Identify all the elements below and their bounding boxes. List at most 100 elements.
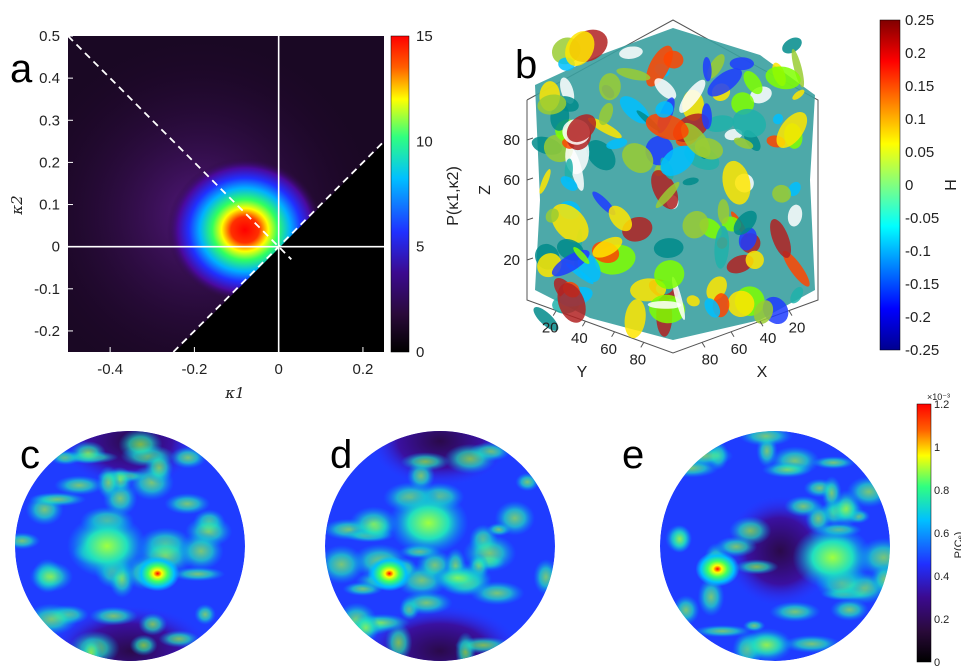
panel-e-colorbar-tick-label: 0	[934, 657, 940, 667]
panel-b-surface-patch	[599, 73, 621, 101]
panel-b-colorbar-tick-label: -0.05	[905, 210, 939, 227]
panel-a-guide-pos-diagonal	[172, 140, 385, 353]
panel-b-surface-patch	[679, 79, 706, 113]
panel-disk-warm-patch	[118, 431, 163, 460]
panel-e-letter: e	[622, 433, 644, 477]
panel-a-colorbar-tick-label: 10	[416, 133, 433, 150]
panel-disk-warm-patch	[697, 577, 725, 617]
panel-b-xtick	[701, 342, 706, 348]
panel-b-surface-patch	[537, 94, 567, 115]
panel-disk-hotspot	[135, 556, 180, 592]
panel-a-colorbar-tick-label: 0	[416, 344, 424, 361]
panel-b-box-outline	[526, 19, 819, 354]
panel-a-ytick-label: 0	[52, 239, 60, 256]
panel-b-surface-patch	[655, 181, 680, 209]
panel-e-colorbar-tick-label: 0.8	[934, 485, 949, 497]
panel-a-xtick-label: 0.2	[353, 361, 374, 378]
panel-b-surface-patch	[545, 208, 559, 223]
panel-b-surface-patch	[557, 283, 586, 323]
panel-disk-warm-patch	[738, 431, 793, 447]
panel-disk-warm-patch	[811, 456, 856, 470]
panel-b-surface-patch	[765, 66, 801, 90]
panel-a-ylabel: κ2	[8, 195, 26, 215]
panel-e-colorbar-tick-label: 0.6	[934, 528, 949, 540]
panel-disk-warm-patch	[469, 581, 525, 606]
panel-b-surface-patch	[682, 177, 699, 186]
panel-disk-warm-patch	[89, 606, 138, 626]
panel-disk-warm-patch	[138, 612, 168, 636]
panel-c-letter: c	[20, 433, 40, 477]
panel-b-surface-patch	[717, 199, 730, 225]
panel-b-colorbar-tick-label: 0.05	[905, 144, 934, 161]
panel-b-surface-patch	[671, 276, 686, 320]
panel-b-surface-patch	[772, 184, 792, 203]
panel-b-surface-patch	[686, 295, 700, 307]
panel-disk-warm-patch	[769, 601, 821, 622]
panel-b-surface-patch	[732, 108, 767, 138]
panel-b-colorbar-tick-label: 0	[905, 177, 913, 194]
panel-disk-warm-patch	[400, 591, 453, 615]
panel-b-colorbar-tick-label: -0.25	[905, 342, 939, 359]
panel-d-orientation-map	[325, 431, 555, 661]
panel-disk-warm-patch	[351, 613, 380, 643]
panel-disk-warm-patch	[54, 475, 105, 496]
panel-b-colorbar-tick-label: 0.25	[905, 12, 934, 29]
panel-b-surface-patch	[714, 225, 730, 269]
panel-b-surface-patch	[588, 117, 622, 139]
panel-a-letter: a	[10, 47, 33, 91]
panel-b-surface-patch	[733, 210, 757, 236]
panel-b-surface-patch	[592, 236, 623, 258]
panel-b-surface-patch	[770, 218, 792, 258]
panel-b-surface-patch	[727, 290, 755, 317]
panel-b-surface-patch	[564, 158, 573, 183]
panel-b-surface-patch	[733, 137, 754, 149]
panel-b-surface-patch	[645, 113, 689, 141]
panel-b-ztick	[526, 217, 534, 221]
panel-b-xtick-label: 80	[702, 351, 719, 368]
panel-a-guides	[67, 35, 385, 353]
panel-b-ztick	[526, 177, 534, 181]
panel-b-surface-patch	[788, 181, 801, 197]
panel-b-colorbar-tick-label: -0.2	[905, 309, 931, 326]
panel-a-xlabel: κ1	[224, 384, 244, 402]
panel-e-colorbar-label: P(Cₑ)	[953, 532, 961, 559]
panel-disk-warm-patch	[170, 566, 226, 582]
panel-b-surface-patch	[619, 46, 643, 59]
panel-b-zlabel: Z	[477, 185, 494, 195]
panel-b-ytick-label: 20	[542, 320, 559, 337]
panel-b-colorbar-tick-label: -0.1	[905, 243, 931, 260]
panel-a-colorbar-tick-label: 5	[416, 239, 424, 256]
panel-b-surface-patch	[722, 160, 751, 205]
panel-b-ztick	[526, 137, 534, 141]
panel-b-ytick-label: 40	[571, 330, 588, 347]
panel-b-surface-patch	[624, 299, 646, 339]
panel-disk-warm-patch	[784, 495, 823, 517]
panel-b-surface-patch	[782, 250, 810, 287]
panel-b-surface-patch	[772, 113, 784, 125]
panel-disk-cold-spot	[50, 606, 210, 661]
panel-b-surface-patch	[743, 71, 763, 95]
panel-b-surface-patch	[753, 300, 774, 324]
panel-b-xtick	[788, 310, 793, 316]
panel-a-masked-region	[175, 143, 384, 352]
panel-b-ylabel: Y	[577, 364, 588, 381]
panel-b-xlabel: X	[757, 364, 768, 381]
panel-a-ytick-label: 0.2	[39, 154, 60, 171]
panel-b-letter: b	[515, 43, 537, 87]
panel-e-colorbar-tick-label: 1.2	[934, 399, 949, 411]
panel-disk-warm-patch	[672, 595, 700, 626]
panel-b-surface-patch	[704, 298, 721, 318]
panel-disk-hotspot	[792, 525, 873, 590]
panel-b-colorbar-tick-label: -0.15	[905, 276, 939, 293]
panel-disk-warm-patch	[761, 461, 813, 478]
panel-b-surface-patch	[660, 145, 695, 176]
panel-b-ytick-label: 60	[600, 341, 617, 358]
panel-a-axes: -0.4 -0.2 0 0.2 -0.2 -0.1 0 0.1 0.2 0.3 0.4 0.5 κ1 κ2	[8, 28, 373, 402]
panel-b-xtick-label: 60	[731, 341, 748, 358]
panel-disk-warm-patch	[158, 630, 200, 648]
panel-b-surface-patch	[653, 238, 684, 258]
panel-disk-warm-patch	[782, 634, 841, 653]
panel-e-orientation-map	[660, 431, 890, 661]
panel-disk-warm-patch	[169, 446, 207, 469]
panel-d-letter: d	[330, 433, 352, 477]
